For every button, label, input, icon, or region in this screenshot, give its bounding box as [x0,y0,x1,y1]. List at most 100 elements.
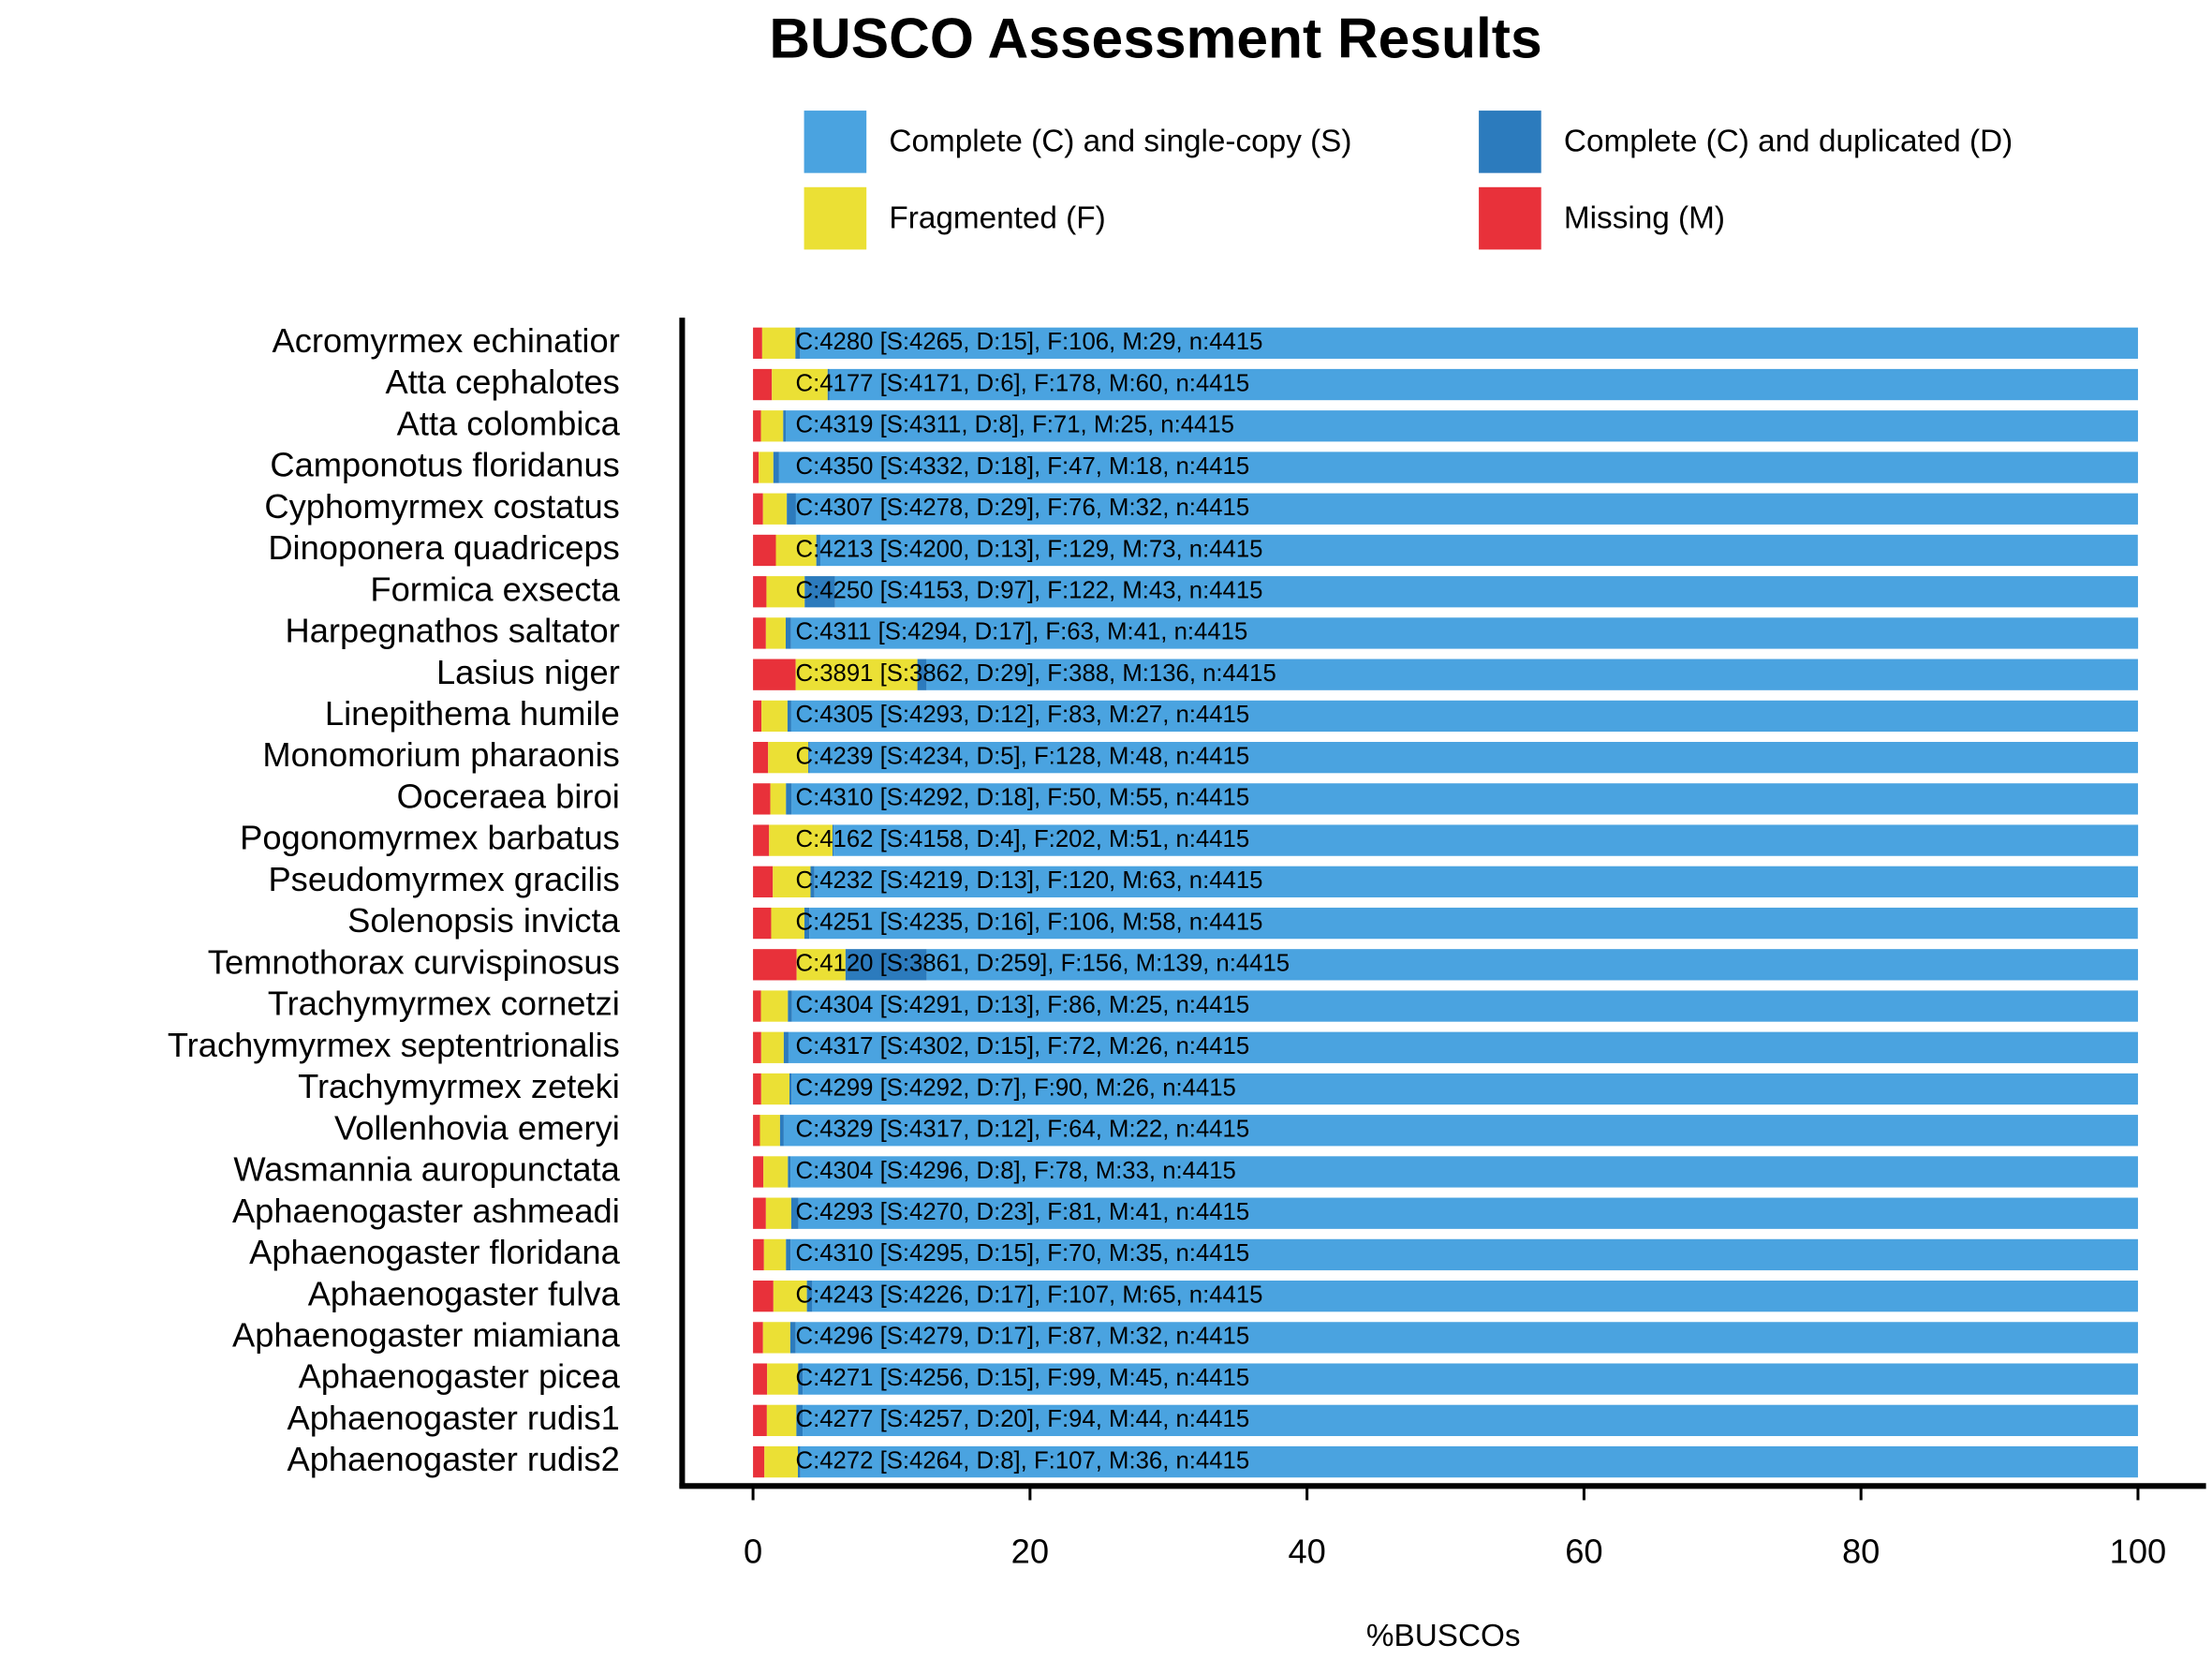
y-tick-label: Atta cephalotes [385,363,619,401]
bar-segment [783,1031,789,1063]
y-tick-label: Ooceraea biroi [397,777,620,815]
bar-segment [791,1073,2138,1105]
bar-segment [753,410,761,442]
y-tick-label: Trachymyrmex zeteki [298,1067,620,1105]
y-tick-label: Trachymyrmex septentrionalis [168,1026,620,1064]
y-tick-label: Acromyrmex echinatior [272,321,619,360]
bar-segment [798,1363,804,1395]
bar-segment [753,824,770,856]
bar-label: C:4271 [S:4256, D:15], F:99, M:45, n:441… [796,1365,1250,1391]
bar-segment [789,1073,792,1105]
bar-label: C:4305 [S:4293, D:12], F:83, M:27, n:441… [796,702,1250,728]
y-tick-label: Lasius niger [436,653,620,691]
bar-segment [809,741,2138,774]
bar-segment [785,617,791,649]
bar-label: C:4310 [S:4295, D:15], F:70, M:35, n:441… [796,1240,1250,1266]
bar-segment [798,1197,2138,1229]
bar-segment [753,1238,764,1271]
bar-segment [790,1156,2138,1188]
bar-segment [761,700,788,733]
bar-segment [791,990,2138,1022]
bar-segment [790,617,2139,649]
bar-segment [753,1073,761,1105]
bar-segment [788,1031,2138,1063]
bar-segment [772,368,828,401]
bar-label: C:4232 [S:4219, D:13], F:120, M:63, n:44… [796,867,1263,894]
bar-segment [819,534,2138,567]
y-tick-label: Aphaenogaster miamiana [232,1315,621,1354]
y-tick-label: Solenopsis invicta [347,901,620,940]
bar-label: C:4350 [S:4332, D:18], F:47, M:18, n:441… [796,453,1250,480]
bar-segment [762,493,788,525]
bar-segment [800,1445,2138,1478]
y-tick-label: Cyphomyrmex costatus [264,487,619,526]
bar-label: C:4304 [S:4296, D:8], F:78, M:33, n:4415 [796,1158,1236,1184]
y-tick-label: Formica exsecta [370,570,620,608]
bar-segment [809,907,2138,940]
bar-segment [753,700,762,733]
x-axis-label: %BUSCOs [1366,1619,1521,1653]
legend-label: Fragmented (F) [889,200,1105,235]
bar-label: C:4120 [S:3861, D:259], F:156, M:139, n:… [796,951,1290,977]
y-tick-label: Aphaenogaster fulva [308,1274,621,1312]
bar-label: C:4213 [S:4200, D:13], F:129, M:73, n:44… [796,536,1263,562]
bar-segment [753,1156,764,1188]
bar-label: C:4162 [S:4158, D:4], F:202, M:51, n:441… [796,826,1250,852]
bar-segment [766,1404,797,1437]
bar-segment [796,949,846,981]
bar-segment [753,493,763,525]
bar-segment [787,700,791,733]
bar-segment [775,534,817,567]
bar-segment [773,1281,807,1312]
y-tick-label: Aphaenogaster rudis1 [287,1399,619,1437]
y-tick-label: Vollenhovia emeryi [334,1108,620,1147]
y-tick-label: Atta colombica [397,404,621,442]
bar-segment [803,1363,2138,1395]
bar-label: C:4304 [S:4291, D:13], F:86, M:25, n:441… [796,992,1250,1018]
bar-segment [753,1322,763,1354]
bar-segment [795,493,2138,525]
bar-label: C:4311 [S:4294, D:17], F:63, M:41, n:441… [796,619,1248,645]
legend-label: Complete (C) and single-copy (S) [889,125,1351,159]
bar-segment [816,534,820,567]
x-tick-label: 20 [1011,1533,1049,1571]
legend-swatch [804,186,867,250]
bar-label: C:4329 [S:4317, D:12], F:64, M:22, n:441… [796,1117,1250,1143]
bar-segment [753,1281,774,1312]
x-tick-label: 0 [744,1533,762,1571]
chart-title: BUSCO Assessment Results [769,6,1541,69]
bar-segment [814,866,2138,897]
y-tick-label: Aphaenogaster picea [299,1357,621,1396]
y-tick-label: Aphaenogaster ashmeadi [232,1192,620,1230]
bar-segment [753,949,797,981]
bar-segment [759,1115,780,1147]
bar-segment [773,452,779,483]
bar-segment [760,1073,789,1105]
bar-segment [778,452,2138,483]
bar-segment [762,1322,790,1354]
bar-segment [787,493,796,525]
bar-segment [769,824,833,856]
bar-segment [753,783,771,815]
bar-segment [790,1197,799,1229]
bar-segment [779,1115,784,1147]
bar-segment [804,576,835,608]
bar-segment [788,1156,791,1188]
bar-segment [795,327,801,359]
x-tick-label: 60 [1565,1533,1602,1571]
bar-label: C:4310 [S:4292, D:18], F:50, M:55, n:441… [796,785,1250,811]
bar-segment [753,990,761,1022]
bar-label: C:4319 [S:4311, D:8], F:71, M:25, n:4415 [796,412,1234,438]
bar-segment [834,576,2138,608]
bar-segment [753,327,762,359]
x-tick-label: 80 [1842,1533,1880,1571]
bar-segment [791,783,2138,815]
legend-swatch [804,111,867,173]
legend-swatch [1479,111,1541,173]
bar-segment [761,327,796,359]
bar-segment [763,1238,787,1271]
bar-segment [789,1322,796,1354]
bar-label: C:4272 [S:4264, D:8], F:107, M:36, n:441… [796,1447,1250,1474]
legend-label: Missing (M) [1564,200,1725,235]
